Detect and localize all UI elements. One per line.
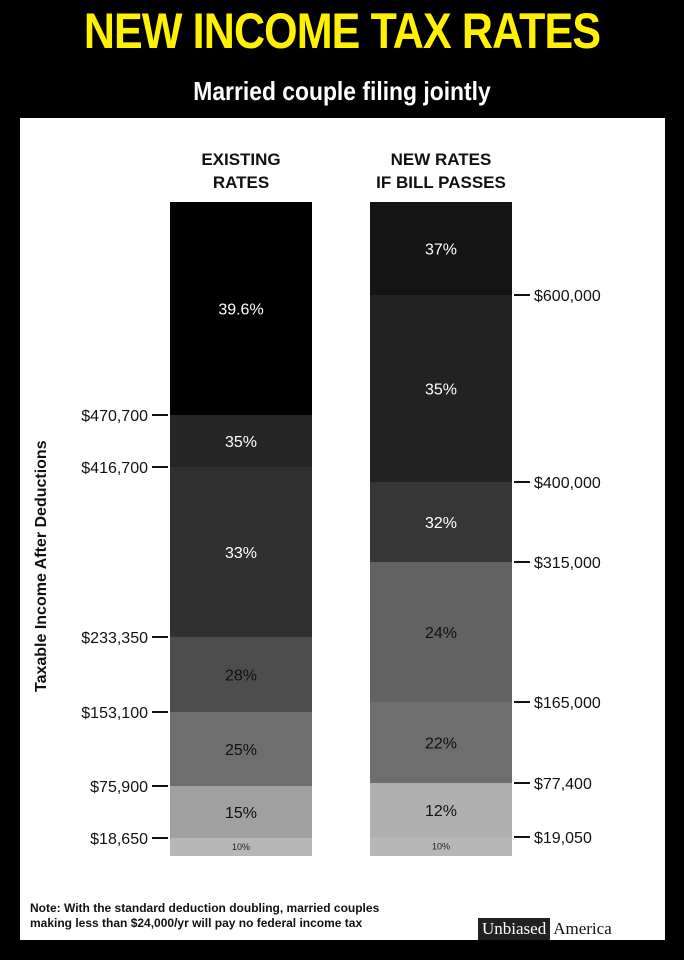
existing-header-line1: EXISTING bbox=[201, 150, 281, 169]
new-threshold-2: $165,000 bbox=[534, 695, 601, 712]
tax-bracket-chart: 10% 15% 25% 28% 33% 35% 39.6% $18,650 $75,900 $15… bbox=[81, 202, 601, 856]
new-bracket-0 bbox=[370, 837, 512, 856]
new-rate-label-5: 35% bbox=[425, 382, 457, 399]
existing-threshold-0: $18,650 bbox=[90, 831, 148, 848]
page-subtitle: Married couple filing jointly bbox=[193, 76, 491, 106]
new-rate-label-2: 22% bbox=[425, 736, 457, 753]
new-rate-label-1: 12% bbox=[425, 803, 457, 820]
existing-rate-label-3: 28% bbox=[225, 668, 257, 685]
new-threshold-0: $19,050 bbox=[534, 830, 592, 847]
brand-part2: America bbox=[553, 919, 612, 938]
existing-bracket-2 bbox=[170, 712, 312, 786]
new-bracket-5 bbox=[370, 295, 512, 482]
existing-bracket-0 bbox=[170, 838, 312, 856]
existing-bracket-5 bbox=[170, 415, 312, 467]
existing-threshold-2: $153,100 bbox=[81, 705, 148, 722]
brand-logo: Unbiased America bbox=[478, 918, 615, 940]
new-bracket-6 bbox=[370, 202, 512, 295]
chart-panel: EXISTING RATES NEW RATES IF BILL PASSES … bbox=[20, 118, 665, 940]
existing-rate-label-0: 10% bbox=[232, 842, 250, 852]
new-rate-label-4: 32% bbox=[425, 515, 457, 532]
existing-rate-label-2: 25% bbox=[225, 742, 257, 759]
existing-rates-header: EXISTING RATES bbox=[141, 148, 341, 194]
existing-threshold-3: $233,350 bbox=[81, 630, 148, 647]
new-header-line1: NEW RATES bbox=[390, 150, 492, 169]
new-bracket-3 bbox=[370, 562, 512, 702]
existing-threshold-4: $416,700 bbox=[81, 460, 148, 477]
new-bracket-2 bbox=[370, 702, 512, 783]
existing-bracket-4 bbox=[170, 467, 312, 637]
existing-rate-label-4: 33% bbox=[225, 545, 257, 562]
new-header-line2: IF BILL PASSES bbox=[376, 173, 506, 192]
existing-threshold-5: $470,700 bbox=[81, 408, 148, 425]
new-bracket-1 bbox=[370, 783, 512, 837]
new-rate-label-0: 10% bbox=[432, 842, 450, 852]
existing-rate-label-5: 35% bbox=[225, 434, 257, 451]
footnote-line1: Note: With the standard deduction doubli… bbox=[30, 901, 380, 915]
new-bracket-4 bbox=[370, 482, 512, 562]
existing-threshold-1: $75,900 bbox=[90, 779, 148, 796]
existing-bracket-3 bbox=[170, 637, 312, 712]
footnote-line2: making less than $24,000/yr will pay no … bbox=[30, 916, 363, 930]
brand-part1: Unbiased bbox=[478, 918, 551, 940]
existing-bracket-1 bbox=[170, 786, 312, 838]
new-rates-header: NEW RATES IF BILL PASSES bbox=[341, 148, 541, 194]
new-threshold-3: $315,000 bbox=[534, 555, 601, 572]
footnote: Note: With the standard deduction doubli… bbox=[30, 901, 470, 931]
existing-rate-label-1: 15% bbox=[225, 805, 257, 822]
new-threshold-1: $77,400 bbox=[534, 776, 592, 793]
existing-bracket-6 bbox=[170, 202, 312, 415]
new-rate-label-6: 37% bbox=[425, 242, 457, 259]
new-rate-label-3: 24% bbox=[425, 625, 457, 642]
existing-rate-label-6: 39.6% bbox=[218, 302, 263, 319]
new-threshold-5: $600,000 bbox=[534, 288, 601, 305]
existing-header-line2: RATES bbox=[212, 173, 270, 192]
page-title: NEW INCOME TAX RATES bbox=[83, 3, 601, 59]
new-threshold-4: $400,000 bbox=[534, 475, 601, 492]
